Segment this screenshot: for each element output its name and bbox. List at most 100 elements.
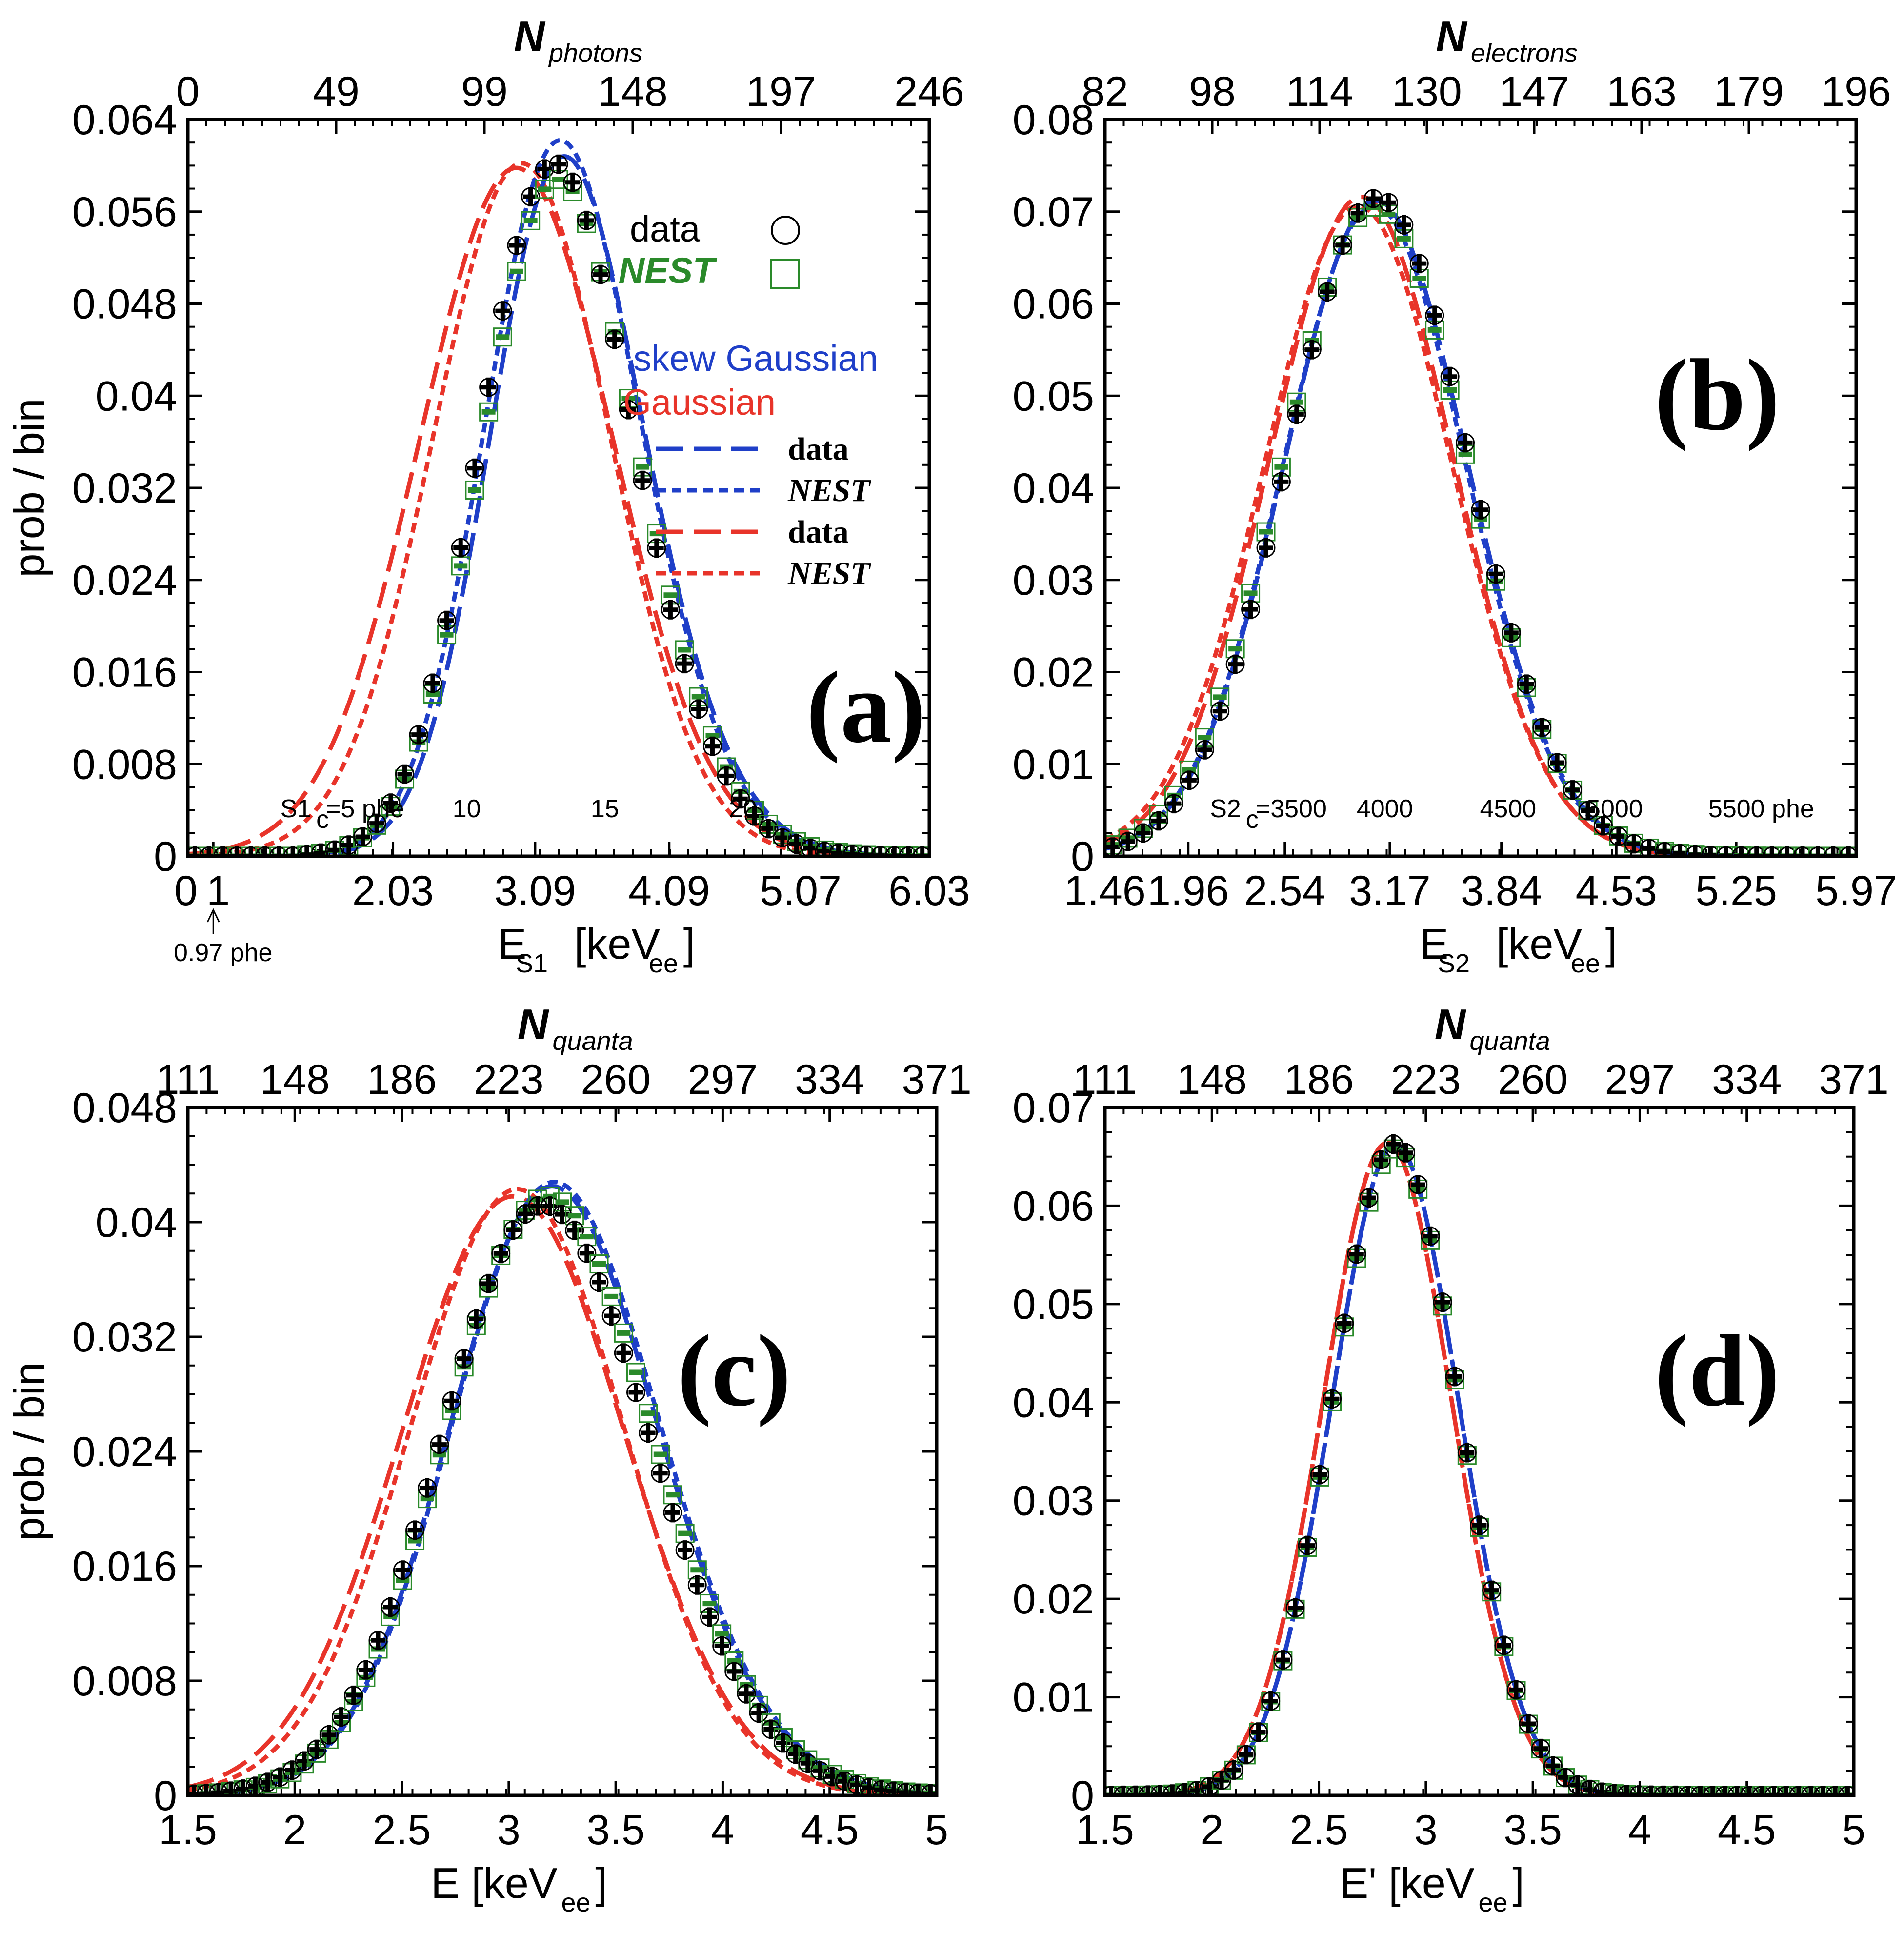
phe-annotation: 10 xyxy=(453,795,481,823)
x-axis-title: E xyxy=(1420,920,1449,968)
x-tick-label: 5.25 xyxy=(1695,867,1777,914)
y-tick-label: 0.01 xyxy=(1013,741,1094,788)
x-tick-label: 3.17 xyxy=(1349,867,1430,914)
plot-frame xyxy=(1103,1106,1856,1797)
legend-skew-gaussian-label: skew Gaussian xyxy=(633,338,878,379)
panel-a: 0 0.008 0.016 0.024 0.032 0.04 0.048 0.056 0.064… xyxy=(5,12,970,978)
top-tick-label: 0 xyxy=(176,68,200,115)
legend-line-label: data xyxy=(788,514,849,550)
x-tick-label: 3.09 xyxy=(494,867,576,914)
top-tick-label: 114 xyxy=(1286,68,1353,115)
arrow-note-label: 0.97 phe xyxy=(174,939,272,967)
nest-point-marker xyxy=(651,1445,670,1464)
nest-point-marker xyxy=(614,1323,633,1343)
top-axis-title: N xyxy=(1436,12,1468,60)
x-tick-label: 2 xyxy=(1200,1807,1223,1853)
nest-point-marker xyxy=(626,1363,645,1382)
y-tick-label: 0.01 xyxy=(1013,1674,1094,1721)
phe-annotation: 5000 xyxy=(1586,795,1643,823)
plot-frame xyxy=(1103,118,1858,858)
x-axis-title-unit-subscript: ee xyxy=(1571,949,1600,978)
y-tick-label: 0.008 xyxy=(72,1658,177,1705)
top-tick-label: 297 xyxy=(688,1056,758,1103)
panel-c: 0 0.008 0.016 0.024 0.032 0.04 0.048 1.5 2 2.5 3 3.… xyxy=(5,1000,972,1917)
x-tick-label: 4.5 xyxy=(1718,1807,1776,1853)
phe-annotation: S1 xyxy=(281,795,312,823)
y-tick-label: 0.07 xyxy=(1013,189,1094,236)
x-tick-label: 5 xyxy=(925,1807,948,1853)
top-tick-label: 98 xyxy=(1189,68,1236,115)
top-tick-label: 147 xyxy=(1499,68,1569,115)
top-tick-label: 179 xyxy=(1714,68,1784,115)
nest-point-marker xyxy=(465,480,484,500)
x-tick-label: 1.5 xyxy=(159,1807,217,1853)
y-tick-label: 0.06 xyxy=(1013,281,1094,328)
legend-line-label: data xyxy=(788,431,849,467)
phe-annotation: 15 xyxy=(591,795,619,823)
x-tick-label: 1.46 xyxy=(1064,867,1145,914)
gaussian-fit-data-line xyxy=(1105,1140,1854,1795)
top-tick-label: 260 xyxy=(1498,1056,1568,1103)
skew-gaussian-fit-nest-line xyxy=(188,1180,937,1795)
top-tick-label: 49 xyxy=(313,68,360,115)
x-axis-title: E [keV xyxy=(431,1859,558,1907)
top-axis-subscript: photons xyxy=(548,39,642,68)
y-tick-label: 0.056 xyxy=(72,189,177,236)
top-tick-label: 130 xyxy=(1392,68,1462,115)
nest-point-marker xyxy=(639,1404,658,1423)
y-tick-label: 0.08 xyxy=(1013,97,1094,143)
gaussian-fit-data-line xyxy=(188,165,929,856)
top-axis-title: N xyxy=(1435,1000,1467,1048)
top-tick-label: 260 xyxy=(581,1056,651,1103)
y-tick-label: 0.032 xyxy=(72,465,177,512)
panel-label: (a) xyxy=(806,651,926,764)
series-group xyxy=(1105,188,1856,856)
top-tick-label: 334 xyxy=(795,1056,865,1103)
series-group xyxy=(188,1180,937,1795)
x-tick-label: 4 xyxy=(1628,1807,1652,1853)
gaussian-fit-nest-line xyxy=(188,1187,937,1795)
top-tick-label: 223 xyxy=(474,1056,544,1103)
legend-line-label: NEST xyxy=(787,556,871,591)
top-tick-label: 82 xyxy=(1082,68,1128,115)
y-tick-label: 0.06 xyxy=(1013,1183,1094,1229)
x-tick-label: 3 xyxy=(1414,1807,1438,1853)
x-axis-title-bracket: ] xyxy=(1512,1859,1524,1907)
y-tick-label: 0.048 xyxy=(72,1085,177,1131)
panel-label: (b) xyxy=(1655,339,1780,452)
y-tick-label: 0.016 xyxy=(72,649,177,696)
x-axis-title: E xyxy=(498,920,527,968)
x-tick-label: 0 xyxy=(174,867,198,914)
phe-annotation-subscript: c xyxy=(316,805,329,834)
top-tick-label: 246 xyxy=(894,68,964,115)
phe-annotation: 20 xyxy=(729,795,757,823)
nest-point-marker xyxy=(601,1287,621,1306)
x-tick-label: 1 xyxy=(206,867,230,914)
y-tick-label: 0.07 xyxy=(1013,1085,1094,1131)
y-tick-label: 0.024 xyxy=(72,557,177,604)
x-tick-label: 2.5 xyxy=(373,1807,431,1853)
skew-gaussian-fit-data-line xyxy=(188,1184,937,1795)
y-tick-label: 0.064 xyxy=(72,97,177,143)
y-tick-label: 0.04 xyxy=(1013,1379,1094,1426)
y-tick-label: 0 xyxy=(1071,1772,1094,1819)
phe-annotation-subscript: c xyxy=(1246,805,1259,834)
x-axis-title-bracket: ] xyxy=(683,920,695,968)
top-tick-label: 186 xyxy=(1284,1056,1354,1103)
nest-point-marker xyxy=(535,180,554,199)
x-tick-label: 4.5 xyxy=(801,1807,859,1853)
y-tick-label: 0 xyxy=(1071,833,1094,880)
top-tick-label: 148 xyxy=(1177,1056,1247,1103)
legend-gaussian-label: Gaussian xyxy=(623,382,776,423)
x-axis-title-unit-subscript: ee xyxy=(561,1888,590,1917)
x-axis-title-unit: [keV xyxy=(1496,920,1582,968)
y-tick-label: 0.008 xyxy=(72,741,177,788)
y-tick-label: 0.02 xyxy=(1013,649,1094,696)
skew-gaussian-fit-data-line xyxy=(1105,1142,1854,1795)
y-tick-label: 0.024 xyxy=(72,1429,177,1475)
top-tick-label: 163 xyxy=(1606,68,1677,115)
x-axis-title-subscript: S1 xyxy=(516,949,548,978)
y-tick-label: 0.032 xyxy=(72,1314,177,1361)
x-tick-label: 4 xyxy=(711,1807,735,1853)
panel-d: 0 0.01 0.02 0.03 0.04 0.05 0.06 0.07 1.5 2 2.5 3 3.5… xyxy=(1013,1000,1889,1917)
